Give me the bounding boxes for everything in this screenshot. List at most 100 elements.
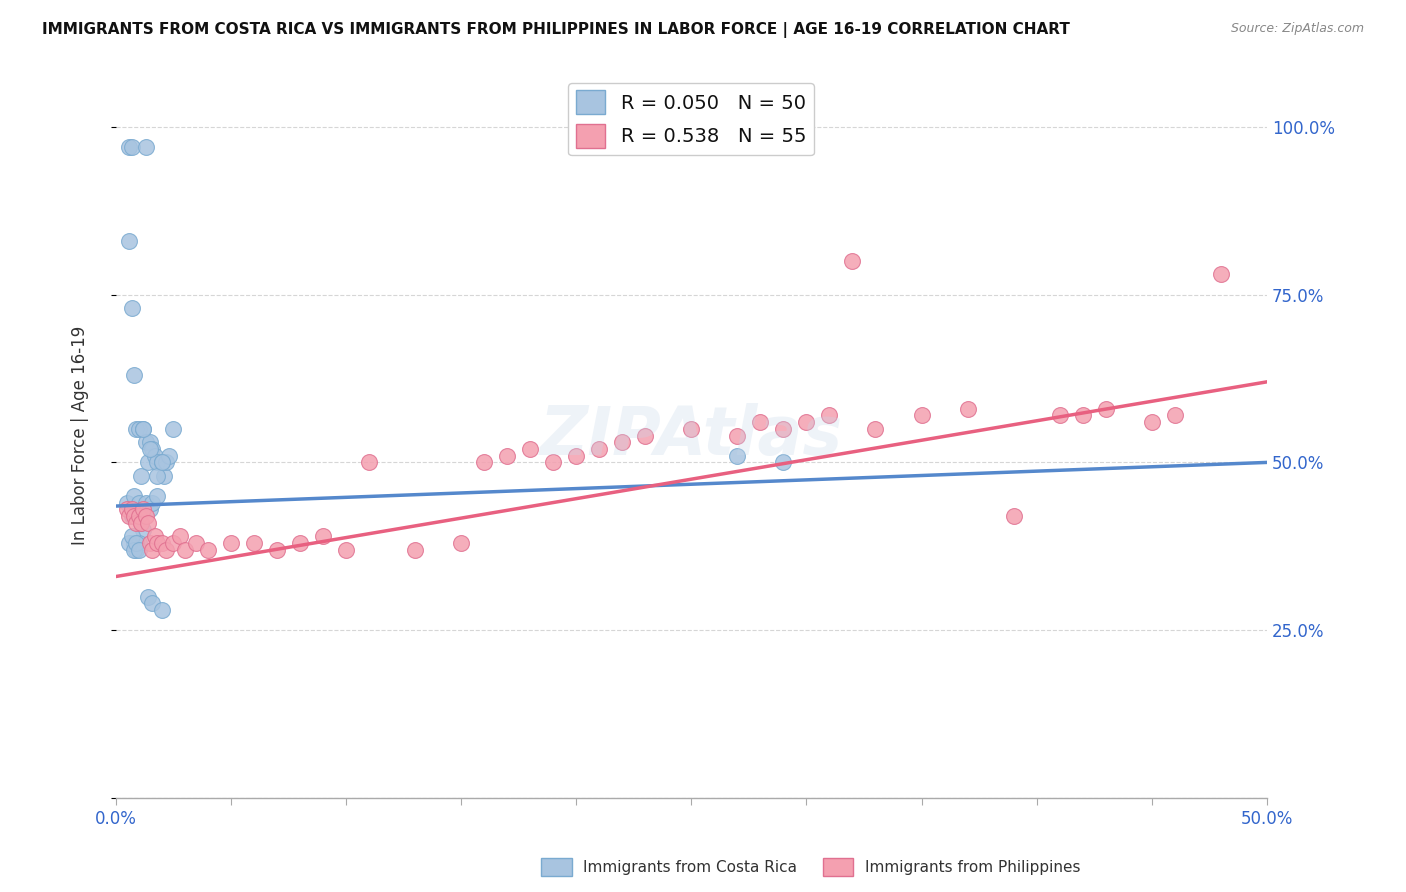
Point	[121, 301, 143, 315]
Point	[121, 509, 143, 524]
Point	[132, 422, 155, 436]
Point	[122, 542, 145, 557]
Text: Immigrants from Costa Rica: Immigrants from Costa Rica	[583, 860, 797, 874]
Point	[772, 422, 794, 436]
Point	[197, 542, 219, 557]
Point	[266, 542, 288, 557]
Point	[118, 536, 141, 550]
Point	[129, 468, 152, 483]
Point	[496, 449, 519, 463]
Point	[288, 536, 311, 550]
Point	[132, 502, 155, 516]
Point	[136, 590, 159, 604]
Point	[129, 516, 152, 530]
Point	[128, 496, 150, 510]
Point	[1209, 268, 1232, 282]
Point	[115, 502, 138, 516]
Point	[242, 536, 264, 550]
Point	[155, 542, 177, 557]
Point	[725, 428, 748, 442]
Point	[118, 509, 141, 524]
Point	[155, 455, 177, 469]
Point	[588, 442, 610, 456]
Point	[749, 415, 772, 429]
Point	[115, 496, 138, 510]
Point	[146, 489, 169, 503]
Point	[150, 455, 173, 469]
Point	[335, 542, 357, 557]
Point	[150, 455, 173, 469]
Point	[139, 502, 162, 516]
Point	[153, 468, 176, 483]
Point	[121, 140, 143, 154]
Point	[357, 455, 380, 469]
Point	[1071, 409, 1094, 423]
Point	[135, 509, 157, 524]
Point	[150, 603, 173, 617]
Point	[118, 140, 141, 154]
Point	[125, 516, 148, 530]
Point	[118, 234, 141, 248]
Point	[1049, 409, 1071, 423]
Point	[128, 509, 150, 524]
Point	[139, 442, 162, 456]
Point	[450, 536, 472, 550]
Point	[1140, 415, 1163, 429]
Point	[143, 529, 166, 543]
Point	[219, 536, 242, 550]
Point	[173, 542, 195, 557]
Point	[1002, 509, 1025, 524]
Point	[122, 509, 145, 524]
Point	[1164, 409, 1187, 423]
Point	[135, 140, 157, 154]
Point	[565, 449, 588, 463]
Point	[681, 422, 703, 436]
Point	[796, 415, 818, 429]
Point	[143, 449, 166, 463]
Point	[541, 455, 564, 469]
Point	[128, 422, 150, 436]
Point	[132, 502, 155, 516]
Point	[162, 422, 184, 436]
Point	[956, 401, 979, 416]
Point	[135, 435, 157, 450]
Point	[169, 529, 191, 543]
Point	[121, 529, 143, 543]
Point	[519, 442, 541, 456]
Point	[725, 449, 748, 463]
Point	[122, 536, 145, 550]
Point	[910, 409, 932, 423]
Text: Immigrants from Philippines: Immigrants from Philippines	[865, 860, 1080, 874]
Point	[139, 536, 162, 550]
Point	[141, 496, 163, 510]
Point	[472, 455, 495, 469]
Point	[139, 435, 162, 450]
Point	[121, 502, 143, 516]
Point	[818, 409, 841, 423]
Point	[122, 489, 145, 503]
Point	[634, 428, 657, 442]
Point	[128, 509, 150, 524]
Point	[136, 455, 159, 469]
Point	[125, 422, 148, 436]
Point	[135, 496, 157, 510]
Point	[146, 455, 169, 469]
Point	[132, 523, 155, 537]
Point	[162, 536, 184, 550]
Point	[772, 455, 794, 469]
Point	[312, 529, 335, 543]
Point	[150, 536, 173, 550]
Point	[141, 442, 163, 456]
Point	[141, 596, 163, 610]
Point	[125, 542, 148, 557]
Point	[141, 542, 163, 557]
Point	[122, 368, 145, 383]
Point	[125, 536, 148, 550]
Point	[186, 536, 208, 550]
Point	[146, 536, 169, 550]
Point	[136, 516, 159, 530]
Point	[1094, 401, 1116, 416]
Point	[129, 516, 152, 530]
Point	[865, 422, 887, 436]
Point	[132, 422, 155, 436]
